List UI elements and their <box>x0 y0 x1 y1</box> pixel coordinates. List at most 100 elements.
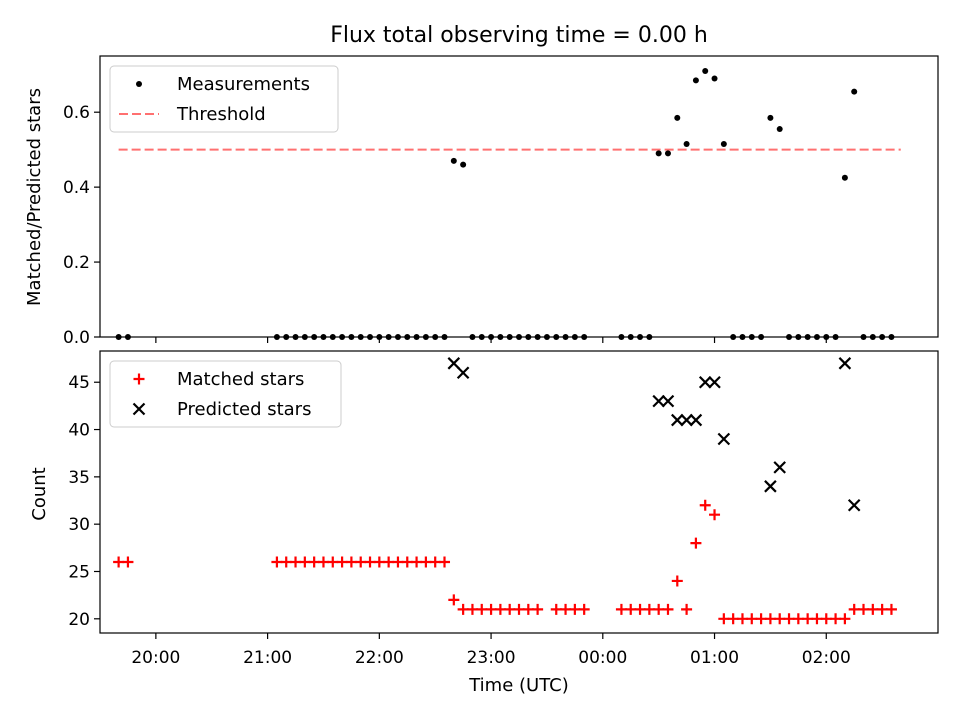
data-point <box>792 613 804 625</box>
data-point <box>625 603 637 615</box>
data-point <box>783 613 795 625</box>
x-tick-label: 22:00 <box>355 648 404 668</box>
data-point <box>280 556 292 568</box>
data-point <box>336 556 348 568</box>
data-point <box>392 556 404 568</box>
data-point <box>411 556 423 568</box>
legend-label: Matched stars <box>177 369 304 390</box>
data-point <box>661 394 675 408</box>
data-point <box>671 413 684 427</box>
data-point <box>709 509 721 521</box>
plots-group: 0.0 0.2 0.4 0.6 Measurements Threshold 20 25 30 3… <box>63 55 939 668</box>
data-point <box>364 556 376 568</box>
data-point <box>373 556 385 568</box>
data-point <box>122 556 134 568</box>
data-point <box>839 613 851 625</box>
data-point <box>720 141 727 148</box>
plot-frame <box>99 55 939 338</box>
data-point <box>718 613 730 625</box>
data-point <box>456 366 470 380</box>
data-point <box>838 357 852 370</box>
data-point <box>885 603 897 615</box>
data-point <box>711 75 718 82</box>
y-tick-label: 45 <box>68 373 90 393</box>
data-point <box>522 603 534 615</box>
series-matched-stars <box>113 499 897 625</box>
data-point <box>429 556 441 568</box>
data-point <box>680 413 693 427</box>
data-point <box>655 150 662 157</box>
data-point <box>841 174 848 181</box>
data-point <box>532 603 544 615</box>
data-point <box>773 461 786 474</box>
legend-box <box>109 360 342 428</box>
data-point <box>317 556 329 568</box>
data-point <box>802 613 814 625</box>
x-tick-label: 20:00 <box>131 648 180 668</box>
data-point <box>569 603 581 615</box>
y-tick-label: 40 <box>68 421 90 441</box>
data-point <box>113 556 125 568</box>
data-point <box>643 603 655 615</box>
x-tick-label: 01:00 <box>690 648 739 668</box>
data-point <box>299 556 311 568</box>
plot-frame <box>99 350 939 634</box>
data-point <box>439 556 451 568</box>
data-point <box>717 432 731 446</box>
data-point <box>513 603 525 615</box>
data-point <box>355 556 367 568</box>
data-point <box>494 603 506 615</box>
y-tick-label: 0.0 <box>63 328 90 348</box>
y-tick-label: 25 <box>68 562 90 582</box>
y-tick-label: 30 <box>68 515 90 535</box>
data-point <box>327 556 339 568</box>
data-point <box>858 603 870 615</box>
data-point <box>578 603 590 615</box>
data-point <box>448 594 460 606</box>
data-point <box>764 480 777 493</box>
legend-label: Predicted stars <box>177 399 311 420</box>
legend: Matched stars Predicted stars <box>109 360 342 428</box>
data-point <box>652 394 665 408</box>
data-point <box>466 603 478 615</box>
x-tick-label: 02:00 <box>802 648 851 668</box>
y-tick-label: 0.4 <box>63 178 90 198</box>
data-point <box>830 613 842 625</box>
data-point <box>767 114 774 121</box>
data-point <box>560 603 572 615</box>
data-point <box>662 603 674 615</box>
data-point <box>727 613 739 625</box>
data-point <box>653 603 665 615</box>
data-point <box>634 603 646 615</box>
data-point <box>671 575 683 587</box>
data-point <box>851 88 858 95</box>
data-point <box>820 613 832 625</box>
data-point <box>690 537 702 549</box>
y-tick-label: 0.6 <box>63 103 90 123</box>
data-point <box>674 114 681 121</box>
data-point <box>308 556 320 568</box>
data-point <box>699 499 711 511</box>
data-point <box>681 603 693 615</box>
data-point <box>848 603 860 615</box>
data-point <box>708 375 721 389</box>
data-point <box>683 141 690 148</box>
data-point <box>504 603 516 615</box>
data-point <box>345 556 357 568</box>
panel-count: 20 25 30 35 40 45 20:00 21:00 22:00 23:00 00:00 01:… <box>68 350 939 668</box>
data-point <box>847 498 861 512</box>
data-point <box>776 126 783 133</box>
data-point <box>746 613 758 625</box>
data-point <box>460 161 467 168</box>
legend-handle <box>132 402 146 416</box>
legend-handle <box>133 373 145 385</box>
data-point <box>867 603 879 615</box>
data-point <box>692 77 699 84</box>
data-point <box>689 413 703 427</box>
data-point <box>450 157 457 164</box>
data-point <box>755 613 767 625</box>
data-point <box>401 556 413 568</box>
y-tick-label: 35 <box>68 468 90 488</box>
series-predicted-stars <box>447 357 861 512</box>
